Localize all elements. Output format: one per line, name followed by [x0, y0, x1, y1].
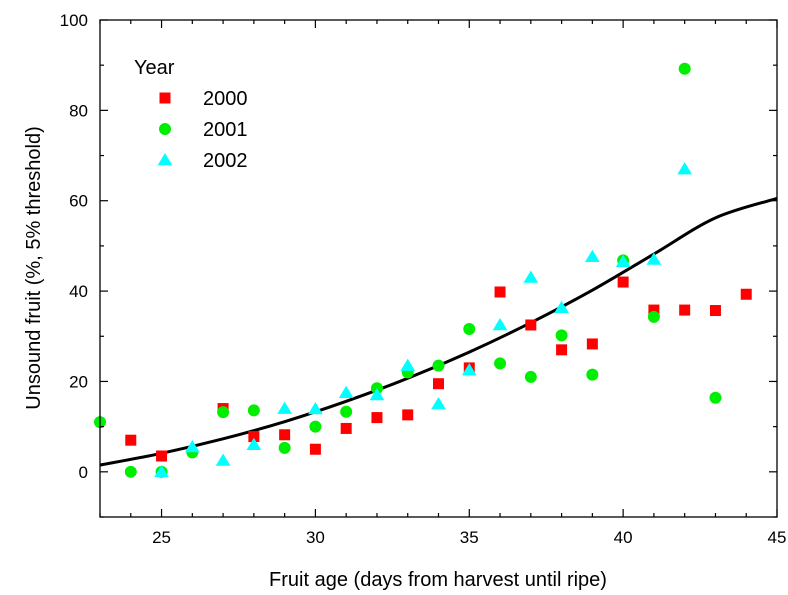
data-point-2001 — [217, 406, 230, 419]
data-point-2002 — [492, 317, 508, 331]
x-tick-label: 45 — [768, 528, 787, 547]
data-point-2001 — [524, 370, 537, 383]
data-point-2000 — [494, 286, 506, 298]
data-point-2000 — [371, 412, 383, 424]
legend-label-2000: 2000 — [203, 88, 248, 110]
data-layer — [94, 62, 777, 478]
data-point-2002 — [677, 162, 693, 175]
fit-curve — [100, 197, 777, 467]
data-point-2001 — [463, 323, 476, 336]
data-point-2002 — [400, 358, 416, 371]
data-point-2001 — [309, 420, 322, 433]
data-point-2000 — [709, 305, 721, 317]
legend-marker-2001 — [159, 123, 171, 135]
data-point-2002 — [154, 464, 169, 478]
legend-marker-2002 — [157, 153, 173, 166]
y-tick-label: 0 — [79, 463, 88, 482]
x-tick-label: 40 — [614, 528, 633, 547]
data-point-2002 — [338, 385, 354, 398]
y-tick-label: 60 — [69, 192, 88, 211]
data-point-2002 — [461, 363, 477, 376]
plot-frame — [99, 19, 778, 518]
data-point-2002 — [215, 453, 231, 466]
data-point-2000 — [586, 338, 598, 350]
legend-label-2002: 2002 — [203, 150, 248, 172]
data-point-2002 — [246, 437, 262, 450]
data-point-2001 — [555, 329, 568, 342]
y-tick-label: 20 — [69, 372, 88, 391]
data-point-2000 — [648, 304, 660, 316]
x-axis-title: Fruit age (days from harvest until ripe) — [269, 569, 607, 591]
x-tick-label: 35 — [460, 528, 479, 547]
data-point-2001 — [278, 441, 291, 454]
y-tick-label: 40 — [69, 282, 88, 301]
data-point-2001 — [340, 405, 353, 418]
data-point-2002 — [615, 254, 631, 267]
data-point-2002 — [646, 252, 662, 265]
data-point-2000 — [248, 431, 260, 443]
data-point-2000 — [402, 409, 414, 421]
axes: 25 30 35 40 45 0 20 40 60 80 100 — [60, 11, 787, 547]
legend-title: Year — [134, 57, 175, 79]
data-point-2000 — [556, 344, 568, 356]
data-point-2000 — [525, 319, 537, 331]
y-tick-label: 80 — [69, 101, 88, 120]
data-point-2002 — [585, 249, 600, 263]
legend-label-2001: 2001 — [203, 119, 248, 141]
data-point-2001 — [709, 391, 722, 404]
series-2002 — [154, 162, 693, 478]
data-point-2000 — [617, 276, 629, 288]
data-point-2000 — [433, 378, 444, 390]
x-tick-label: 30 — [306, 528, 325, 547]
data-point-2002 — [431, 397, 446, 410]
series-2000 — [125, 276, 752, 462]
data-point-2001 — [647, 310, 660, 323]
data-point-2000 — [156, 450, 168, 462]
data-point-2000 — [340, 422, 352, 434]
y-axis-title: Unsound fruit (%, 5% threshold) — [23, 126, 45, 409]
data-point-2000 — [309, 443, 321, 455]
data-point-2001 — [432, 359, 445, 372]
data-point-2000 — [740, 288, 752, 300]
data-point-2002 — [277, 401, 292, 414]
data-point-2001 — [586, 368, 599, 381]
data-point-2001 — [494, 357, 507, 370]
data-point-2002 — [554, 300, 569, 314]
data-point-2000 — [279, 429, 291, 441]
y-tick-label: 100 — [60, 11, 88, 30]
data-point-2000 — [125, 434, 137, 446]
data-point-2001 — [247, 404, 260, 417]
data-point-2002 — [308, 402, 323, 415]
data-point-2000 — [679, 304, 691, 316]
data-point-2002 — [369, 388, 385, 401]
data-point-2002 — [184, 439, 200, 453]
legend: Year 2000 2001 2002 — [134, 57, 248, 172]
x-tick-label: 25 — [152, 528, 171, 547]
data-point-2001 — [124, 465, 137, 478]
data-point-2002 — [523, 270, 539, 283]
data-point-2001 — [678, 62, 691, 75]
legend-marker-2000 — [159, 92, 171, 104]
